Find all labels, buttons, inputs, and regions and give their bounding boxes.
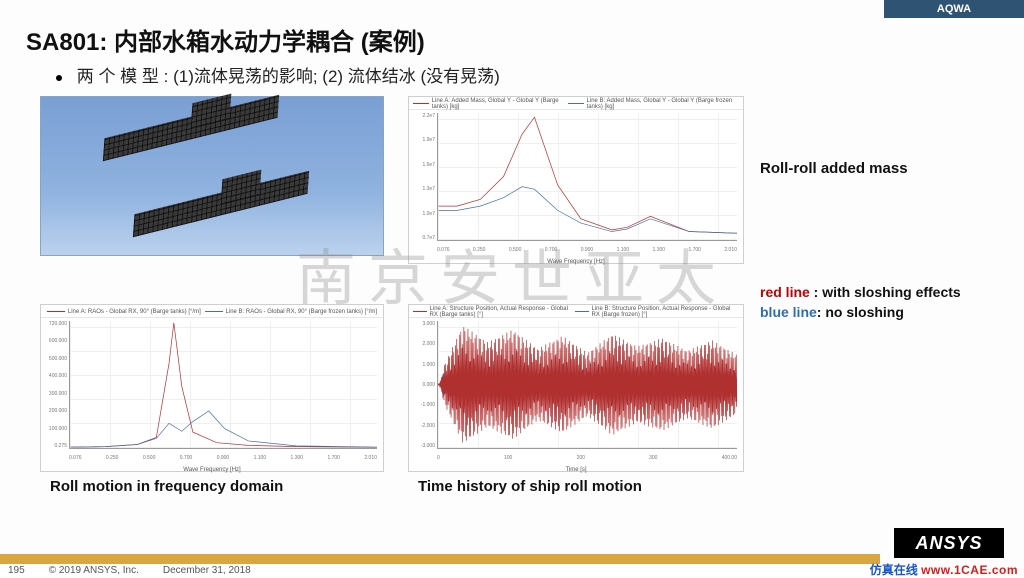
site-cn: 仿真在线	[870, 563, 918, 577]
legend-swatch-red	[413, 103, 429, 104]
legend: Line A: RAOs - Global RX, 90° (Barge tan…	[41, 306, 383, 318]
legend: Line A: Structure Position, Actual Respo…	[409, 306, 743, 318]
plot-area	[437, 321, 737, 449]
x-axis-label: Wave Frequency [Hz]	[41, 467, 383, 473]
legend-b: Line B: RAOs - Global RX, 90° (Barge fro…	[226, 309, 378, 315]
legend-b: Line B: Structure Position, Actual Respo…	[592, 306, 739, 318]
label-added-mass: Roll-roll added mass	[760, 160, 908, 177]
legend-swatch-blue	[205, 311, 223, 312]
y-ticks: 0.275100.000200.000300.000400.000500.000…	[43, 321, 67, 449]
caption-time-history: Time history of ship roll motion	[418, 478, 642, 495]
product-tab: AQWA	[884, 0, 1024, 18]
subtitle: 两 个 模 型 : (1)流体晃荡的影响; (2) 流体结冰 (没有晃荡)	[56, 62, 500, 87]
legend-swatch-blue	[575, 311, 589, 312]
x-ticks: 0100200300400.00	[437, 455, 737, 461]
x-axis-label: Time [s]	[409, 467, 743, 473]
label-red-line: red line : with sloshing effects	[760, 284, 961, 300]
legend-a: Line A: RAOs - Global RX, 90° (Barge tan…	[68, 309, 201, 315]
copyright: © 2019 ANSYS, Inc.	[49, 565, 139, 576]
legend-a: Line A: Added Mass, Global Y - Global Y …	[432, 98, 568, 110]
page-number: 195	[8, 565, 25, 576]
ansys-logo: ANSYS	[894, 528, 1004, 558]
subtitle-text: 两 个 模 型 : (1)流体晃荡的影响; (2) 流体结冰 (没有晃荡)	[77, 67, 500, 86]
chart-added-mass: Line A: Added Mass, Global Y - Global Y …	[408, 96, 744, 264]
x-ticks: 0.0760.2500.5000.7000.9001.1001.3001.700…	[437, 247, 737, 253]
blue-line-text: blue line	[760, 304, 817, 320]
x-axis-label: Wave Frequency [Hz]	[409, 259, 743, 265]
legend-swatch-blue	[568, 103, 584, 104]
label-blue-line: blue line: no sloshing	[760, 304, 904, 320]
chart-rao: Line A: RAOs - Global RX, 90° (Barge tan…	[40, 304, 384, 472]
page-title: SA801: 内部水箱水动力学耦合 (案例)	[26, 22, 425, 57]
legend-a: Line A: Structure Position, Actual Respo…	[430, 306, 575, 318]
red-line-desc: : with sloshing effects	[810, 284, 961, 300]
caption-freq-domain: Roll motion in frequency domain	[50, 478, 283, 495]
footer-bar: 195 © 2019 ANSYS, Inc. December 31, 2018	[0, 554, 880, 576]
mesh-render	[40, 96, 384, 256]
y-ticks: -3.000-2.000-1.0000.0001.0002.0003.000	[411, 321, 435, 449]
y-ticks: 0.7e71.0e71.3e71.6e71.9e72.2e7	[411, 113, 435, 241]
bullet-icon	[56, 75, 62, 81]
chart-time-history: Line A: Structure Position, Actual Respo…	[408, 304, 744, 472]
site-url: www.1CAE.com	[921, 563, 1018, 577]
legend-swatch-red	[413, 311, 427, 312]
blue-line-desc: : no sloshing	[817, 304, 904, 320]
plot-area	[437, 113, 737, 241]
plot-area	[69, 321, 377, 449]
legend: Line A: Added Mass, Global Y - Global Y …	[409, 98, 743, 110]
legend-swatch-red	[47, 311, 65, 312]
legend-b: Line B: Added Mass, Global Y - Global Y …	[587, 98, 739, 110]
footer-date: December 31, 2018	[163, 565, 251, 576]
x-ticks: 0.0760.2500.5000.7000.9001.1001.3001.700…	[69, 455, 377, 461]
red-line-text: red line	[760, 284, 810, 300]
site-watermark: 仿真在线 www.1CAE.com	[870, 561, 1018, 578]
